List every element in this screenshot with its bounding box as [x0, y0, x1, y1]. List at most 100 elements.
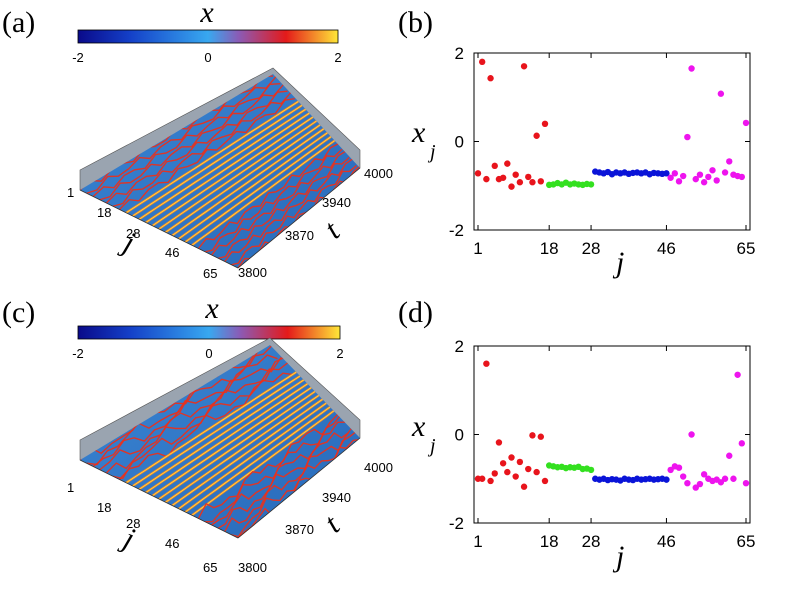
- y-tick-label: 0: [455, 133, 464, 152]
- data-point: [688, 431, 695, 438]
- data-point: [529, 179, 536, 186]
- data-point: [541, 477, 549, 485]
- data-point: [675, 464, 683, 471]
- plot-frame-d: [473, 345, 751, 524]
- x-tick-label: 65: [737, 532, 756, 551]
- data-point: [478, 58, 486, 66]
- data-point: [667, 466, 674, 474]
- j-tick-a-46: 46: [165, 245, 179, 260]
- j-tick-c-28: 28: [126, 516, 140, 531]
- data-point: [738, 173, 746, 181]
- data-point: [483, 360, 490, 367]
- surface-ridge: [99, 356, 282, 471]
- data-point: [491, 470, 498, 477]
- surface-ridge: [224, 158, 354, 262]
- j-tick-a-65: 65: [203, 266, 217, 281]
- colorbar-title-a: x: [199, 0, 214, 29]
- data-point: [738, 440, 746, 447]
- surface-ridge: [105, 356, 286, 474]
- surface-ridge: [218, 156, 350, 259]
- colorbar-tick-c-min: -2: [72, 346, 84, 361]
- surface-ridge: [204, 148, 343, 253]
- surface-ridge-highlight: [158, 120, 317, 230]
- data-point: [520, 63, 528, 70]
- j-tick-c-1: 1: [67, 480, 74, 495]
- surface-ridge: [92, 354, 278, 468]
- surface-ridge-highlight: [158, 391, 316, 500]
- colorbar-title-c: x: [204, 292, 219, 325]
- surface-ridge-highlight: [125, 101, 299, 214]
- data-point: [525, 173, 532, 181]
- surface-ridge-highlight: [185, 406, 331, 513]
- y-tick-label: 0: [455, 426, 464, 445]
- y-tick-label: 2: [455, 44, 464, 63]
- y-tick-label: -2: [449, 221, 464, 240]
- panel-a: x -2 0 2 1 18 28 46 65 j 3800 3870 3940 …: [67, 0, 393, 281]
- t-axis-label-c: t: [318, 508, 346, 539]
- data-point: [730, 475, 737, 482]
- surface-ridge-highlight: [165, 124, 321, 233]
- t-tick-c-3870: 3870: [285, 522, 314, 537]
- surface-ridge: [99, 83, 285, 201]
- colorbar-a: [77, 29, 339, 44]
- data-point: [726, 452, 733, 459]
- data-point: [667, 174, 674, 181]
- j-tick-a-18: 18: [97, 205, 111, 220]
- data-point: [487, 75, 494, 82]
- surface-ridge-highlight: [145, 112, 310, 223]
- x-tick-label: 28: [582, 532, 601, 551]
- surface-ridge-highlight: [185, 136, 332, 243]
- surface-ridge-highlight: [152, 387, 312, 497]
- data-point: [478, 475, 486, 482]
- data-point: [721, 475, 729, 482]
- data-point: [663, 170, 670, 177]
- data-point: [525, 465, 532, 473]
- j-tick-a-28: 28: [126, 226, 140, 241]
- data-point: [529, 432, 536, 439]
- x-tick-label: 65: [737, 239, 756, 258]
- data-point: [533, 468, 540, 476]
- surface-ridge-highlight: [165, 395, 319, 503]
- data-point: [474, 170, 482, 177]
- t-tick-c-4000: 4000: [364, 460, 393, 475]
- surface-ridge-highlight: [191, 140, 335, 246]
- data-point: [705, 173, 712, 181]
- x-axis-label-b: j: [612, 246, 624, 279]
- surface-ridge-highlight: [139, 379, 304, 490]
- data-point: [504, 468, 511, 476]
- data-point: [742, 119, 750, 127]
- surface-ridge-highlight: [139, 109, 306, 220]
- data-point: [541, 120, 549, 128]
- data-point: [734, 371, 741, 378]
- x-axis-label-d: j: [612, 540, 624, 573]
- data-point: [696, 480, 704, 488]
- surface-ridge: [211, 150, 346, 256]
- data-point: [533, 132, 540, 139]
- data-point: [487, 477, 494, 485]
- data-point: [512, 171, 519, 178]
- surface-ridge: [224, 426, 354, 532]
- surface-ridge: [118, 372, 293, 480]
- j-tick-c-18: 18: [97, 500, 111, 515]
- data-point: [726, 158, 733, 165]
- data-point: [663, 476, 670, 483]
- t-tick-a-3800: 3800: [238, 265, 267, 280]
- colorbar-tick-c-max: 2: [336, 346, 343, 361]
- j-tick-c-46: 46: [165, 536, 179, 551]
- data-point: [679, 172, 687, 180]
- data-point: [671, 170, 679, 177]
- data-point: [713, 177, 720, 184]
- surface-ridge-highlight: [178, 402, 327, 510]
- y-axis-label-d: x: [411, 410, 426, 443]
- data-point: [688, 65, 695, 72]
- data-point: [684, 479, 691, 487]
- surface-ridge: [237, 438, 360, 538]
- data-point: [709, 167, 716, 174]
- data-point: [675, 178, 683, 185]
- data-point: [499, 460, 507, 467]
- surface-ridge: [86, 75, 278, 194]
- surface-ridge-highlight: [132, 375, 301, 487]
- scatter-plot-b: -2 0 2 1 18 28 46 65 x j j: [411, 44, 755, 279]
- t-tick-a-4000: 4000: [364, 166, 393, 181]
